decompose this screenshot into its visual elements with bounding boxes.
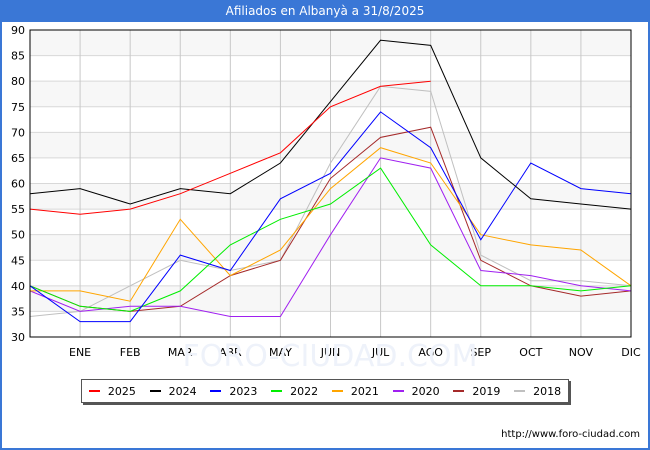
watermark: FORO-CIUDAD.COM: [183, 339, 478, 374]
legend-swatch-icon: [514, 390, 526, 392]
x-tick-label: SEP: [470, 346, 491, 359]
legend-item-2019: 2019: [453, 385, 500, 398]
legend-label: 2024: [168, 384, 197, 398]
legend-item-2023: 2023: [210, 385, 257, 398]
x-tick-label: AGO: [418, 346, 443, 359]
chart-title: Afiliados en Albanyà a 31/8/2025: [0, 0, 650, 22]
legend-item-2021: 2021: [331, 384, 379, 398]
legend-label: 2023: [229, 384, 258, 398]
series-line-2023: [29, 111, 632, 323]
y-tick-label: 40: [11, 280, 25, 293]
legend-item-2020: 2020: [392, 384, 440, 398]
x-tick-label: MAY: [269, 346, 292, 359]
y-tick-label: 55: [11, 203, 25, 216]
series-line-2018: [29, 85, 632, 317]
legend-label: 2018: [533, 384, 562, 398]
y-tick-label: 85: [11, 50, 25, 63]
legend-label: 2025: [107, 384, 136, 398]
legend-swatch-icon: [331, 390, 343, 392]
legend-swatch-icon: [271, 390, 283, 392]
y-tick-label: 45: [11, 254, 25, 267]
legend-item-2022: 2022: [271, 385, 318, 398]
y-tick-label: 30: [11, 331, 25, 344]
x-tick-label: DIC: [621, 346, 641, 359]
x-tick-label: FEB: [120, 346, 141, 359]
chart-legend: 2025 2024 2023 2022 2021 2020 2019 2018: [81, 379, 569, 403]
y-tick-label: 75: [11, 101, 25, 114]
x-tick-label: JUN: [320, 346, 341, 359]
y-tick-label: 80: [11, 75, 25, 88]
x-tick-label: OCT: [519, 346, 542, 359]
y-tick-label: 70: [11, 126, 25, 139]
legend-label: 2022: [290, 384, 319, 398]
x-tick-label: ABR: [219, 346, 242, 359]
legend-label: 2020: [411, 384, 440, 398]
legend-label: 2019: [472, 384, 501, 398]
x-tick-label: NOV: [569, 346, 594, 359]
legend-swatch-icon: [392, 390, 404, 392]
y-tick-label: 35: [11, 305, 25, 318]
x-tick-label: JUL: [371, 346, 390, 359]
series-line-2021: [30, 147, 632, 302]
x-tick-label: MAR: [168, 346, 193, 359]
series-line-2024: [29, 39, 632, 210]
legend-swatch-icon: [210, 390, 222, 392]
series-line-2020: [29, 157, 632, 317]
y-tick-label: 60: [11, 178, 25, 191]
x-tick-label: ENE: [69, 346, 91, 359]
legend-item-2018: 2018: [514, 385, 561, 398]
legend-item-2024: 2024: [149, 384, 197, 398]
y-tick-label: 50: [11, 229, 25, 242]
legend-label: 2021: [350, 384, 379, 398]
legend-swatch-icon: [453, 390, 465, 392]
y-tick-label: 65: [11, 152, 25, 165]
legend-swatch-icon: [88, 390, 100, 392]
y-tick-label: 90: [11, 24, 25, 37]
legend-item-2025: 2025: [88, 384, 136, 398]
legend-swatch-icon: [149, 390, 161, 392]
series-line-2025: [29, 80, 431, 215]
source-url: http://www.foro-ciudad.com: [501, 429, 640, 440]
series-line-2022: [29, 167, 632, 312]
